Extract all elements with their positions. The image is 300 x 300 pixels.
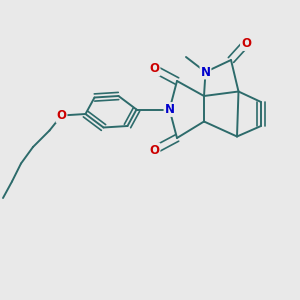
Text: O: O: [241, 37, 251, 50]
Text: O: O: [149, 62, 160, 76]
Text: N: N: [164, 103, 175, 116]
Text: O: O: [56, 109, 67, 122]
Text: O: O: [149, 143, 160, 157]
Text: N: N: [200, 65, 211, 79]
